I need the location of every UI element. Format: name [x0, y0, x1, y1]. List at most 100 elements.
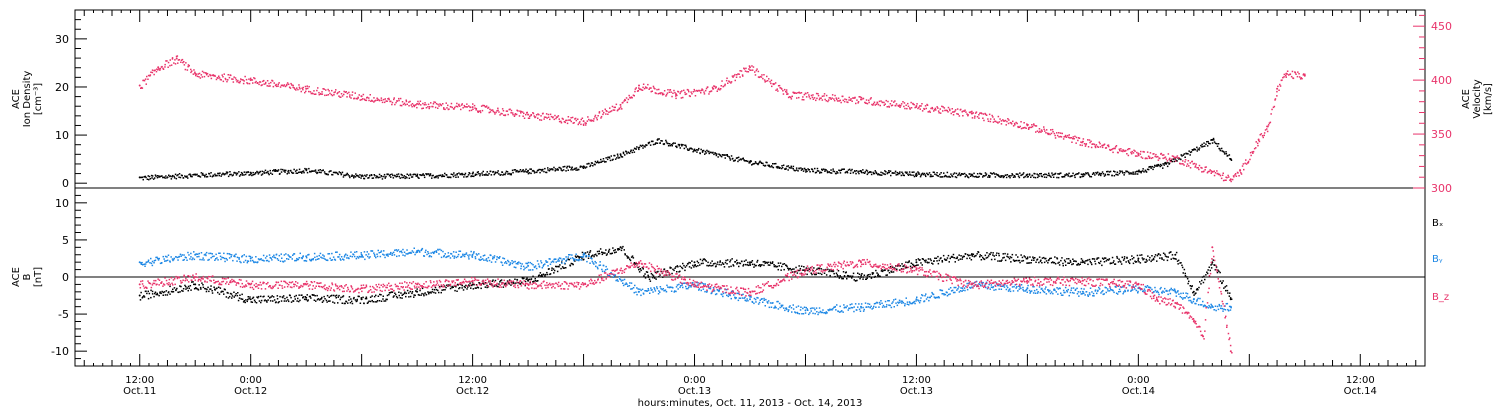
by-point	[325, 259, 328, 261]
bx-point	[185, 288, 187, 290]
by-point	[557, 258, 560, 261]
bx-point	[1031, 259, 1033, 261]
bx-point	[214, 289, 216, 291]
density-point	[616, 153, 619, 155]
bx-point	[283, 300, 286, 302]
velocity-point	[459, 105, 461, 107]
velocity-point	[1143, 151, 1145, 153]
density-point	[541, 170, 543, 172]
velocity-point	[1054, 137, 1057, 139]
velocity-point	[933, 109, 936, 111]
density-point	[368, 177, 370, 179]
by-point	[166, 259, 169, 262]
bx-point	[803, 266, 805, 268]
bx-point	[1040, 259, 1042, 261]
by-point	[309, 258, 311, 261]
velocity-point-anchor	[1211, 170, 1214, 173]
velocity-point	[428, 107, 430, 110]
bx-point	[696, 260, 699, 263]
velocity-point-anchor	[1257, 138, 1260, 141]
bx-point	[922, 258, 924, 260]
density-point	[400, 173, 402, 176]
velocity-point	[815, 92, 818, 95]
bx-point	[233, 296, 235, 298]
bx-point	[555, 265, 557, 268]
density-point	[522, 169, 524, 171]
velocity-point	[1103, 143, 1106, 145]
bx-point	[539, 272, 542, 274]
density-point	[846, 171, 849, 174]
bx-point	[813, 267, 815, 269]
bx-point	[938, 259, 940, 262]
bx-point	[270, 296, 272, 298]
velocity-point	[855, 102, 857, 105]
by-point	[199, 258, 201, 261]
by-point	[145, 261, 147, 264]
velocity-point	[1046, 132, 1049, 135]
velocity-point	[816, 97, 818, 100]
by-point	[573, 259, 575, 262]
velocity-point-anchor	[138, 84, 141, 87]
bx-point	[764, 262, 766, 264]
velocity-point	[713, 85, 715, 87]
bx-point	[1136, 254, 1139, 257]
bx-point	[545, 273, 547, 276]
velocity-point	[1260, 133, 1263, 135]
bx-point	[287, 299, 289, 301]
bx-point	[508, 283, 511, 285]
bx-point	[1020, 254, 1022, 256]
density-point	[966, 175, 968, 177]
by-point	[146, 261, 148, 263]
bx-point	[498, 283, 500, 285]
velocity-point	[1165, 158, 1168, 160]
density-point	[588, 162, 590, 165]
bx-point	[1018, 259, 1021, 262]
by-point	[563, 258, 566, 260]
velocity-point	[1233, 176, 1235, 178]
density-point	[331, 174, 334, 176]
density-point	[438, 174, 440, 177]
density-point	[276, 169, 278, 172]
by-point	[419, 251, 421, 253]
bx-point	[906, 266, 908, 269]
by-point	[416, 251, 419, 253]
velocity-point	[1101, 146, 1104, 149]
velocity-point	[248, 78, 250, 80]
velocity-point	[1301, 77, 1303, 80]
bx-point	[184, 284, 186, 287]
by-point	[513, 266, 516, 268]
bx-point	[681, 267, 684, 270]
by-point	[382, 253, 384, 256]
by-point	[203, 259, 205, 261]
density-point	[1121, 170, 1123, 172]
density-point	[178, 173, 181, 175]
bx-point	[1164, 253, 1166, 256]
bx-point	[1193, 294, 1195, 296]
bx-point	[697, 262, 700, 264]
bx-point	[317, 298, 320, 300]
velocity-point	[763, 79, 766, 81]
bx-point	[645, 271, 648, 273]
bx-point	[763, 264, 765, 267]
velocity-point	[689, 95, 691, 98]
velocity-point	[534, 116, 537, 118]
by-point	[268, 260, 270, 263]
density-point	[951, 175, 953, 177]
density-point	[446, 176, 449, 178]
bx-point	[962, 255, 965, 258]
density-point	[402, 176, 405, 179]
bx-point-anchor	[1229, 298, 1232, 301]
velocity-point	[437, 103, 439, 106]
velocity-point	[197, 73, 199, 75]
by-point	[184, 256, 187, 258]
density-point	[301, 172, 303, 174]
density-point	[406, 177, 408, 179]
bx-point	[273, 299, 276, 301]
density-point	[479, 173, 482, 175]
density-point	[512, 171, 514, 174]
velocity-point	[652, 85, 655, 88]
velocity-point	[1272, 106, 1275, 109]
density-point	[1016, 173, 1018, 175]
bx-point	[888, 272, 891, 274]
bx-point	[964, 253, 967, 255]
